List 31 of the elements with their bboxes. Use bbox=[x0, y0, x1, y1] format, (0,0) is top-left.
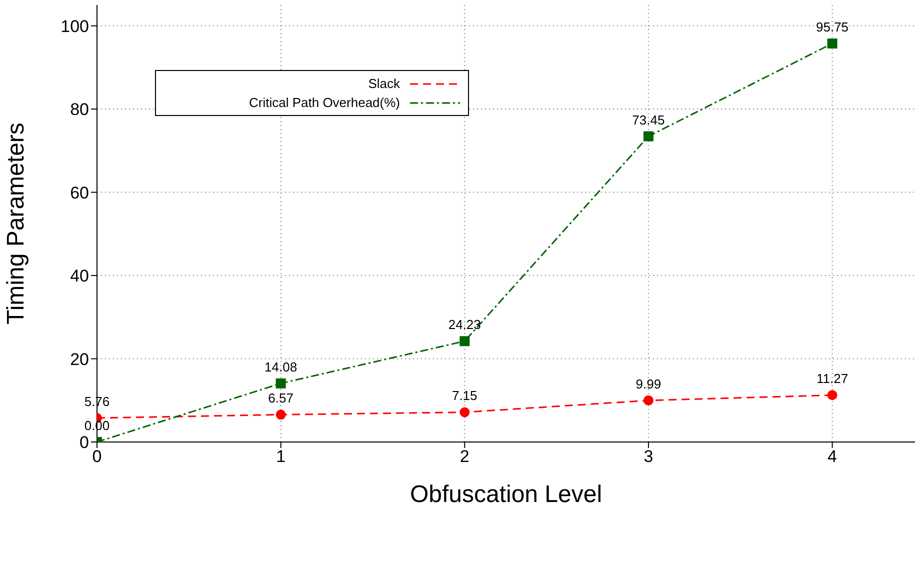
x-tick-label: 0 bbox=[92, 447, 102, 466]
y-tick-label: 100 bbox=[60, 16, 89, 36]
data-label: 14.08 bbox=[264, 359, 298, 374]
y-tick-label: 60 bbox=[70, 183, 89, 202]
x-tick-label: 1 bbox=[276, 447, 286, 466]
data-label: 95.75 bbox=[816, 20, 849, 34]
point bbox=[827, 38, 838, 48]
x-tick-label: 3 bbox=[644, 447, 654, 466]
y-axis-title: Timing Parameters bbox=[2, 122, 30, 324]
y-tick-label: 80 bbox=[70, 100, 89, 120]
data-label: 6.57 bbox=[268, 390, 294, 406]
data-label: 9.99 bbox=[636, 376, 662, 392]
x-axis-title: Obfuscation Level bbox=[410, 481, 602, 508]
y-tick-label: 40 bbox=[70, 266, 89, 286]
point bbox=[643, 131, 654, 142]
y-tick-label: 20 bbox=[70, 350, 89, 369]
point bbox=[276, 378, 286, 388]
legend-label: Critical Path Overhead(%) bbox=[249, 95, 400, 110]
x-tick-label: 2 bbox=[460, 447, 470, 466]
data-label: 24.23 bbox=[448, 317, 481, 332]
legend-label: Slack bbox=[368, 76, 400, 91]
point bbox=[460, 407, 470, 418]
point bbox=[460, 336, 470, 346]
point bbox=[643, 395, 654, 406]
point bbox=[827, 390, 838, 400]
data-label: 7.15 bbox=[452, 388, 478, 404]
y-tick-label: 0 bbox=[80, 433, 89, 452]
data-label: 11.27 bbox=[816, 371, 848, 386]
data-label: 73.45 bbox=[632, 112, 665, 128]
x-tick-label: 4 bbox=[828, 447, 838, 466]
point bbox=[276, 410, 286, 420]
